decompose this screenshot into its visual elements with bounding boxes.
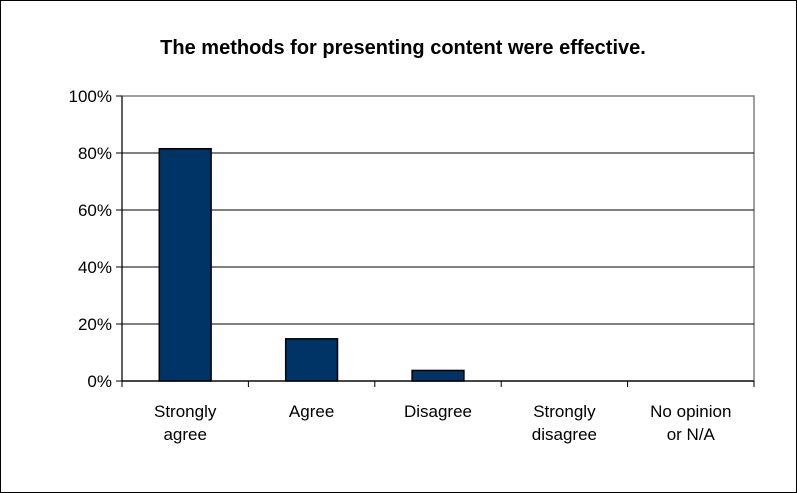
y-tick-label: 60%: [78, 201, 112, 220]
x-category-label: No opinion: [650, 402, 731, 421]
y-tick-label: 20%: [78, 315, 112, 334]
bar: [158, 147, 212, 382]
x-category-label: Disagree: [404, 402, 472, 421]
bar: [411, 369, 465, 382]
plot-border: [121, 95, 755, 382]
y-tick-label: 80%: [78, 144, 112, 163]
x-category-label: Strongly: [154, 402, 217, 421]
plot-area: 0% 20% 40% 60% 80% 100% Strongly agree Agree Disa…: [69, 87, 755, 444]
x-category-label: or N/A: [667, 425, 716, 444]
x-category-label: Agree: [289, 402, 334, 421]
x-category-label: Strongly: [533, 402, 596, 421]
y-tick-label: 100%: [69, 87, 112, 106]
y-tick-label: 40%: [78, 258, 112, 277]
y-tick-label: 0%: [87, 372, 112, 391]
chart-title: The methods for presenting content were …: [160, 37, 646, 59]
x-category-label: disagree: [532, 425, 597, 444]
bar: [284, 338, 339, 382]
x-category-label: agree: [163, 425, 206, 444]
